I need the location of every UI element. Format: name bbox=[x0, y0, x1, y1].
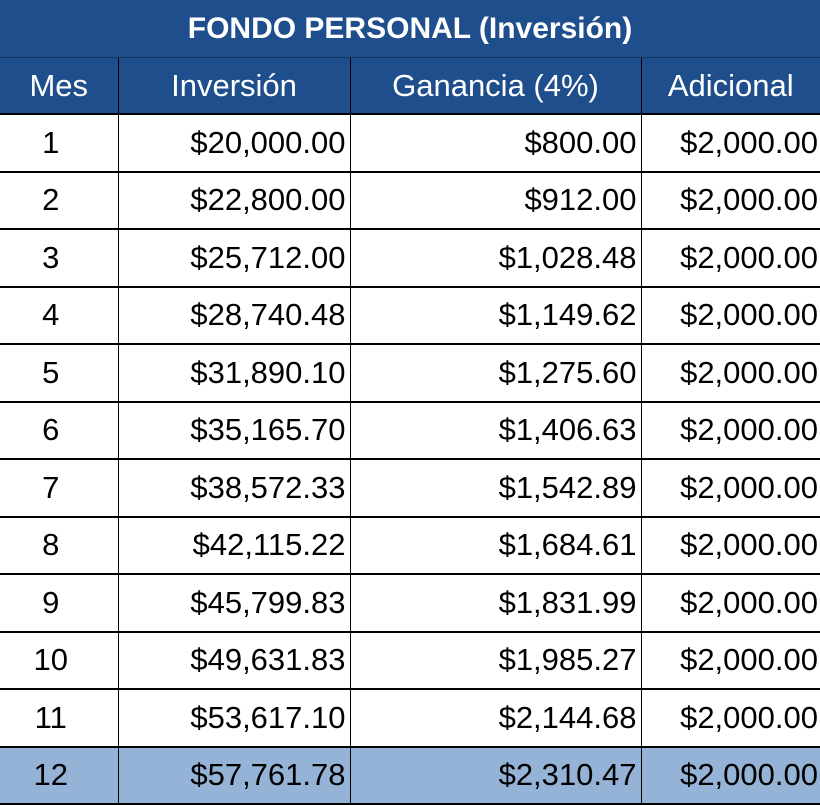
table-row: 9 $45,799.83 $1,831.99 $2,000.00 bbox=[0, 574, 820, 633]
table-row: 2 $22,800.00 $912.00 $2,000.00 bbox=[0, 171, 820, 230]
table-row: 6 $35,165.70 $1,406.63 $2,000.00 bbox=[0, 401, 820, 460]
column-header-inversion[interactable]: Inversión bbox=[118, 57, 351, 115]
cell-ganancia[interactable]: $2,144.68 bbox=[350, 689, 642, 748]
cell-mes[interactable]: 5 bbox=[0, 344, 119, 403]
cell-adicional[interactable]: $2,000.00 bbox=[641, 344, 820, 403]
cell-inversion[interactable]: $45,799.83 bbox=[118, 574, 351, 633]
title-row: FONDO PERSONAL (Inversión) bbox=[0, 0, 820, 58]
table-row: 7 $38,572.33 $1,542.89 $2,000.00 bbox=[0, 459, 820, 518]
cell-adicional[interactable]: $2,000.00 bbox=[641, 574, 820, 633]
column-header-adicional[interactable]: Adicional bbox=[641, 57, 820, 115]
cell-adicional[interactable]: $2,000.00 bbox=[641, 689, 820, 748]
cell-ganancia[interactable]: $2,310.47 bbox=[350, 746, 642, 805]
cell-ganancia[interactable]: $1,985.27 bbox=[350, 631, 642, 690]
table-row: 3 $25,712.00 $1,028.48 $2,000.00 bbox=[0, 229, 820, 288]
cell-adicional[interactable]: $2,000.00 bbox=[641, 516, 820, 575]
cell-ganancia[interactable]: $1,149.62 bbox=[350, 286, 642, 345]
cell-inversion[interactable]: $28,740.48 bbox=[118, 286, 351, 345]
cell-inversion[interactable]: $53,617.10 bbox=[118, 689, 351, 748]
cell-mes[interactable]: 7 bbox=[0, 459, 119, 518]
table-row: 11 $53,617.10 $2,144.68 $2,000.00 bbox=[0, 689, 820, 748]
header-row: Mes Inversión Ganancia (4%) Adicional bbox=[0, 57, 820, 115]
cell-mes[interactable]: 2 bbox=[0, 171, 119, 230]
cell-inversion[interactable]: $38,572.33 bbox=[118, 459, 351, 518]
column-header-mes[interactable]: Mes bbox=[0, 57, 119, 115]
cell-inversion[interactable]: $57,761.78 bbox=[118, 746, 351, 805]
cell-mes[interactable]: 1 bbox=[0, 114, 119, 173]
cell-mes[interactable]: 9 bbox=[0, 574, 119, 633]
table-body: 1 $20,000.00 $800.00 $2,000.00 2 $22,800.00 $9… bbox=[0, 114, 820, 805]
cell-adicional[interactable]: $2,000.00 bbox=[641, 171, 820, 230]
cell-ganancia[interactable]: $1,831.99 bbox=[350, 574, 642, 633]
cell-ganancia[interactable]: $1,028.48 bbox=[350, 229, 642, 288]
cell-ganancia[interactable]: $800.00 bbox=[350, 114, 642, 173]
column-header-ganancia[interactable]: Ganancia (4%) bbox=[350, 57, 642, 115]
cell-adicional[interactable]: $2,000.00 bbox=[641, 114, 820, 173]
cell-mes[interactable]: 6 bbox=[0, 401, 119, 460]
table-title[interactable]: FONDO PERSONAL (Inversión) bbox=[0, 0, 820, 58]
table-row: 1 $20,000.00 $800.00 $2,000.00 bbox=[0, 114, 820, 173]
table-row: 4 $28,740.48 $1,149.62 $2,000.00 bbox=[0, 286, 820, 345]
cell-inversion[interactable]: $25,712.00 bbox=[118, 229, 351, 288]
cell-mes[interactable]: 12 bbox=[0, 746, 119, 805]
cell-ganancia[interactable]: $1,684.61 bbox=[350, 516, 642, 575]
table-row: 5 $31,890.10 $1,275.60 $2,000.00 bbox=[0, 344, 820, 403]
cell-ganancia[interactable]: $1,406.63 bbox=[350, 401, 642, 460]
table-row: 10 $49,631.83 $1,985.27 $2,000.00 bbox=[0, 631, 820, 690]
cell-mes[interactable]: 8 bbox=[0, 516, 119, 575]
cell-adicional[interactable]: $2,000.00 bbox=[641, 746, 820, 805]
cell-mes[interactable]: 11 bbox=[0, 689, 119, 748]
cell-mes[interactable]: 10 bbox=[0, 631, 119, 690]
cell-inversion[interactable]: $35,165.70 bbox=[118, 401, 351, 460]
cell-inversion[interactable]: $31,890.10 bbox=[118, 344, 351, 403]
cell-ganancia[interactable]: $1,275.60 bbox=[350, 344, 642, 403]
cell-adicional[interactable]: $2,000.00 bbox=[641, 286, 820, 345]
cell-mes[interactable]: 3 bbox=[0, 229, 119, 288]
cell-mes[interactable]: 4 bbox=[0, 286, 119, 345]
cell-adicional[interactable]: $2,000.00 bbox=[641, 459, 820, 518]
cell-inversion[interactable]: $22,800.00 bbox=[118, 171, 351, 230]
cell-adicional[interactable]: $2,000.00 bbox=[641, 229, 820, 288]
cell-adicional[interactable]: $2,000.00 bbox=[641, 401, 820, 460]
table-row: 8 $42,115.22 $1,684.61 $2,000.00 bbox=[0, 516, 820, 575]
cell-adicional[interactable]: $2,000.00 bbox=[641, 631, 820, 690]
cell-ganancia[interactable]: $1,542.89 bbox=[350, 459, 642, 518]
cell-inversion[interactable]: $20,000.00 bbox=[118, 114, 351, 173]
table-row: 12 $57,761.78 $2,310.47 $2,000.00 bbox=[0, 746, 820, 805]
cell-inversion[interactable]: $49,631.83 bbox=[118, 631, 351, 690]
cell-inversion[interactable]: $42,115.22 bbox=[118, 516, 351, 575]
cell-ganancia[interactable]: $912.00 bbox=[350, 171, 642, 230]
